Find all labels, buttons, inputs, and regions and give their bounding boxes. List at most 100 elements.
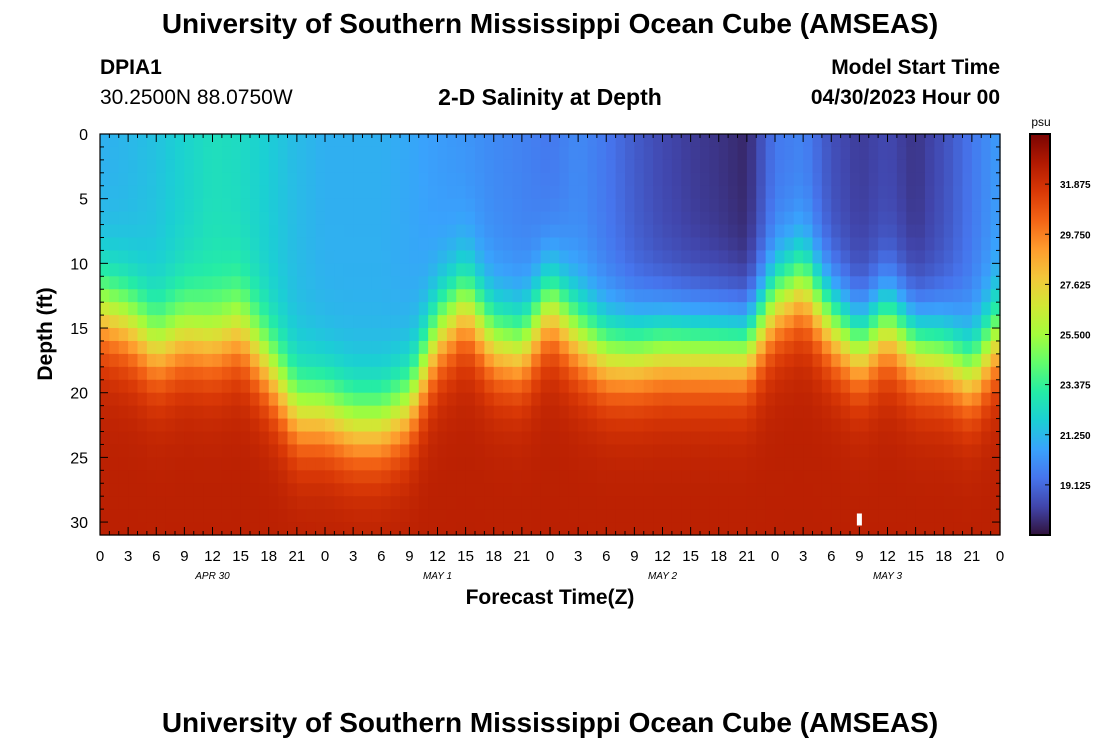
heatmap-cell <box>109 340 120 355</box>
heatmap-cell <box>503 315 514 329</box>
heatmap-cell <box>353 431 364 446</box>
heatmap-cell <box>521 276 532 290</box>
heatmap-cell <box>437 470 448 484</box>
heatmap-cell <box>915 431 926 446</box>
heatmap-cell <box>128 340 139 355</box>
heatmap-cell <box>278 353 289 368</box>
heatmap-cell <box>381 340 392 355</box>
heatmap-cell <box>109 211 120 226</box>
heatmap-cell <box>128 483 139 497</box>
heatmap-cell <box>203 444 214 458</box>
heatmap-cell <box>381 366 392 381</box>
heatmap-cell <box>437 250 448 264</box>
heatmap-cell <box>906 198 917 213</box>
heatmap-cell <box>390 496 401 510</box>
heatmap-cell <box>671 470 682 484</box>
heatmap-cell <box>690 328 701 342</box>
heatmap-cell <box>596 315 607 329</box>
heatmap-cell <box>315 315 326 329</box>
heatmap-cell <box>428 483 439 497</box>
heatmap-cell <box>287 379 298 394</box>
heatmap-cell <box>550 185 560 200</box>
heatmap-cell <box>493 237 504 252</box>
heatmap-cell <box>184 198 195 213</box>
heatmap-cell <box>456 457 467 471</box>
heatmap-cell <box>765 159 776 174</box>
heatmap-cell <box>493 172 504 187</box>
heatmap-cell <box>493 159 504 174</box>
heatmap-cell <box>803 289 814 303</box>
heatmap-cell <box>212 483 223 497</box>
heatmap-cell <box>400 431 410 446</box>
model-start-value: 04/30/2023 Hour 00 <box>810 86 1000 109</box>
heatmap-cell <box>746 289 757 303</box>
heatmap-cell <box>662 392 673 407</box>
heatmap-cell <box>859 470 870 484</box>
heatmap-cell <box>615 353 626 368</box>
heatmap-cell <box>934 444 945 458</box>
heatmap-cell <box>493 353 504 368</box>
heatmap-cell <box>803 457 814 471</box>
heatmap-cell <box>709 211 720 226</box>
heatmap-cell <box>203 509 214 523</box>
heatmap-cell <box>212 470 223 484</box>
heatmap-cell <box>615 185 626 200</box>
heatmap-cell <box>437 496 448 510</box>
heatmap-cell <box>793 250 804 264</box>
heatmap-cell <box>259 237 270 252</box>
heatmap-cell <box>578 211 589 226</box>
heatmap-cell <box>343 185 354 200</box>
heatmap-cell <box>859 250 870 264</box>
heatmap-cell <box>634 379 645 394</box>
heatmap-cell <box>887 379 898 394</box>
heatmap-cell <box>718 392 729 407</box>
heatmap-cell <box>962 457 973 471</box>
heatmap-cell <box>625 159 635 174</box>
heatmap-cell <box>100 366 110 381</box>
heatmap-cell <box>475 509 485 523</box>
heatmap-cell <box>775 172 785 187</box>
heatmap-cell <box>418 470 429 484</box>
heatmap-cell <box>484 353 495 368</box>
heatmap-cell <box>887 470 898 484</box>
heatmap-cell <box>550 483 560 497</box>
heatmap-cell <box>503 418 514 433</box>
heatmap-cell <box>428 470 439 484</box>
heatmap-cell <box>587 159 598 174</box>
heatmap-cell <box>259 470 270 484</box>
heatmap-cell <box>212 289 223 303</box>
heatmap-cell <box>868 340 879 355</box>
heatmap-cell <box>409 211 420 226</box>
heatmap-cell <box>896 379 907 394</box>
heatmap-cell <box>962 237 973 252</box>
heatmap-cell <box>662 483 673 497</box>
heatmap-cell <box>550 250 560 264</box>
heatmap-cell <box>475 328 485 342</box>
heatmap-cell <box>634 250 645 264</box>
heatmap-cell <box>146 224 157 239</box>
heatmap-cell <box>915 509 926 523</box>
heatmap-cell <box>700 159 710 174</box>
heatmap-cell <box>118 418 129 433</box>
x-tick-label: 3 <box>124 548 132 565</box>
heatmap-cell <box>521 263 532 277</box>
heatmap-cell <box>550 457 560 471</box>
heatmap-cell <box>306 496 317 510</box>
heatmap-cell <box>287 159 298 174</box>
heatmap-cell <box>118 496 129 510</box>
heatmap-cell <box>859 276 870 290</box>
heatmap-cell <box>137 263 148 277</box>
heatmap-cell <box>625 379 635 394</box>
heatmap-cell <box>934 211 945 226</box>
heatmap-cell <box>943 509 954 523</box>
heatmap-cell <box>868 496 879 510</box>
heatmap-cell <box>128 353 139 368</box>
heatmap-cell <box>531 366 542 381</box>
heatmap-cell <box>428 146 439 161</box>
heatmap-cell <box>437 211 448 226</box>
heatmap-cell <box>690 250 701 264</box>
heatmap-cell <box>540 250 551 264</box>
heatmap-cell <box>896 405 907 420</box>
heatmap-cell <box>278 172 289 187</box>
heatmap-cell <box>728 483 739 497</box>
